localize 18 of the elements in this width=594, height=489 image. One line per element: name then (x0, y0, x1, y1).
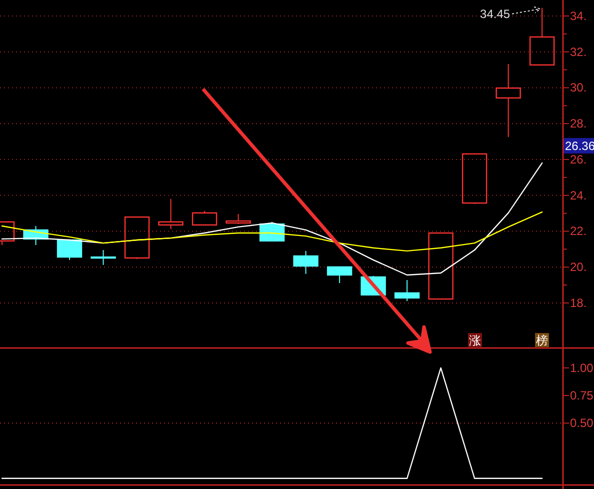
line-series (1, 211, 543, 252)
y-tick-label: 0.75 (570, 388, 594, 403)
annotation: 榜 (536, 334, 548, 348)
annotation: 涨 (469, 334, 481, 348)
y-tick-label: 18. (570, 296, 587, 310)
y-tick-label: 28. (570, 116, 587, 131)
candlestick (496, 64, 521, 138)
y-tick-label: 26. (570, 152, 587, 166)
y-tick-label: 24. (570, 188, 587, 202)
candlestick (293, 250, 318, 274)
y-tick-label: 34. (570, 8, 587, 23)
y-tick-label: 20. (570, 260, 587, 274)
annotation: 34.45 (480, 6, 510, 21)
y-tick-label: 32. (570, 44, 587, 59)
y-tick-label: 1.00 (570, 360, 594, 375)
y-tick-label: 30. (570, 80, 587, 95)
y-tick-label: 22. (570, 224, 587, 238)
y-tick-label: 0.50 (570, 416, 594, 430)
